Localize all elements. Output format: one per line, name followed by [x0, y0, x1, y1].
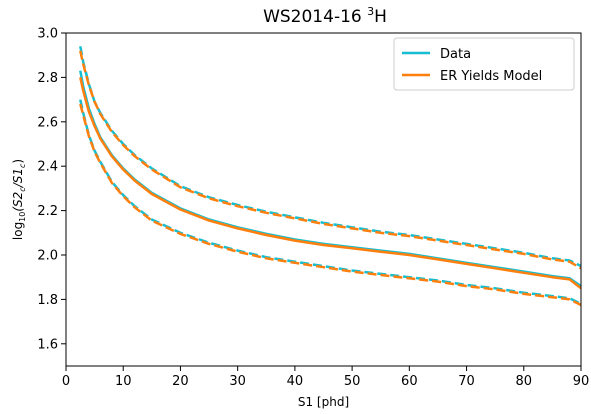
legend-label-er-yields-model: ER Yields Model — [440, 69, 542, 84]
x-tick-label: 60 — [401, 374, 418, 389]
x-tick-label: 30 — [229, 374, 246, 389]
x-tick-label: 80 — [516, 374, 533, 389]
ylabel-sub-c1: c — [18, 187, 27, 192]
legend-label-data: Data — [440, 47, 471, 62]
x-tick-label: 70 — [458, 374, 475, 389]
ylabel-open: (S2 — [11, 192, 25, 212]
y-tick-label: 2.0 — [37, 249, 58, 264]
y-axis-ticks: 1.6 1.8 2.0 2.2 2.4 2.6 2.8 3.0 — [37, 27, 66, 352]
x-axis-label: S1 [phd] — [298, 395, 349, 409]
series-line-3-median — [79, 77, 582, 290]
plot-frame — [65, 32, 582, 367]
legend: Data ER Yields Model — [393, 37, 575, 91]
series-line-5-lower — [79, 103, 582, 307]
x-tick-label: 50 — [344, 374, 361, 389]
y-tick-label: 3.0 — [37, 27, 58, 42]
legend-box — [393, 37, 575, 91]
ylabel-log-subscript: 10 — [18, 212, 27, 222]
title-tail: H — [374, 7, 387, 27]
chart-title: WS2014-16 3H — [263, 5, 387, 27]
series-line-0-median — [79, 70, 582, 288]
y-tick-label: 1.8 — [37, 293, 58, 308]
title-superscript: 3 — [367, 5, 374, 18]
ylabel-sub-c2: c — [18, 163, 27, 168]
x-tick-label: 10 — [115, 374, 132, 389]
series-line-2-lower — [79, 99, 582, 305]
y-tick-label: 2.2 — [37, 204, 58, 219]
title-main: WS2014-16 — [263, 7, 367, 27]
series-line-4-upper — [79, 50, 582, 270]
y-tick-label: 2.6 — [37, 115, 58, 130]
y-tick-label: 1.6 — [37, 337, 58, 352]
y-axis-label: log10(S2c/S1c) — [11, 159, 27, 240]
y-tick-label: 2.4 — [37, 160, 58, 175]
y-tick-label: 2.8 — [37, 71, 58, 86]
x-tick-label: 0 — [62, 374, 70, 389]
plot-series — [79, 46, 582, 307]
x-tick-label: 90 — [573, 374, 590, 389]
ylabel-log: log — [11, 222, 25, 240]
x-tick-label: 20 — [172, 374, 189, 389]
x-tick-label: 40 — [287, 374, 304, 389]
x-axis-ticks: 0 10 20 30 40 50 60 70 80 90 — [62, 366, 589, 389]
ylabel-slash: /S1 — [11, 168, 25, 188]
ylabel-close: ) — [11, 159, 25, 164]
